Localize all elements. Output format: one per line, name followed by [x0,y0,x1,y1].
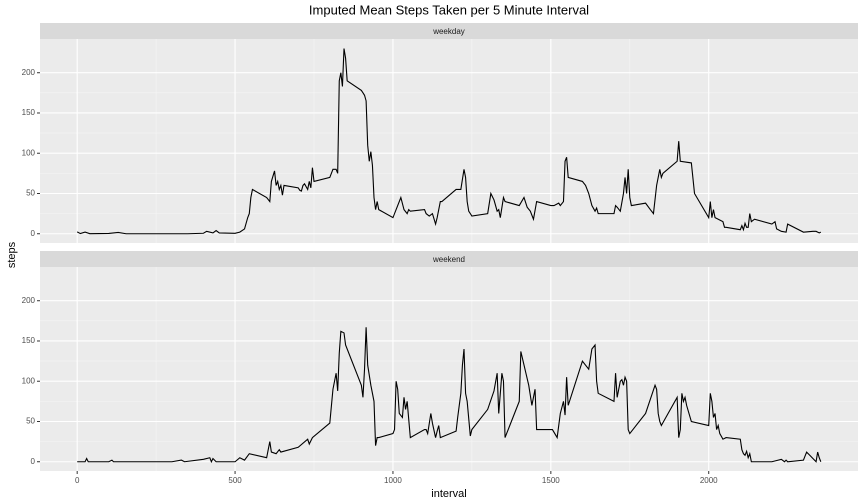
y-tick-label: 0 [31,229,36,238]
chart-title: Imputed Mean Steps Taken per 5 Minute In… [309,2,589,17]
strip-label: weekend [432,255,465,264]
x-tick-label: 500 [228,476,242,485]
x-tick-label: 1500 [542,476,560,485]
panel [40,267,858,471]
strip-label: weekday [432,27,465,36]
strip [40,251,858,267]
strip [40,23,858,39]
x-tick-label: 2000 [700,476,718,485]
y-tick-label: 100 [22,376,36,385]
y-tick-label: 50 [26,417,35,426]
y-tick-label: 50 [26,189,35,198]
x-tick-label: 0 [75,476,80,485]
y-tick-label: 100 [22,148,36,157]
y-axis-label: steps [6,241,18,268]
line [77,327,822,464]
line [76,48,822,235]
x-tick-label: 1000 [384,476,402,485]
x-axis-label: interval [431,488,466,500]
y-tick-label: 150 [22,108,36,117]
y-tick-label: 0 [31,457,36,466]
y-tick-label: 150 [22,336,36,345]
y-tick-label: 200 [22,68,36,77]
y-tick-label: 200 [22,296,36,305]
panel [40,39,858,243]
